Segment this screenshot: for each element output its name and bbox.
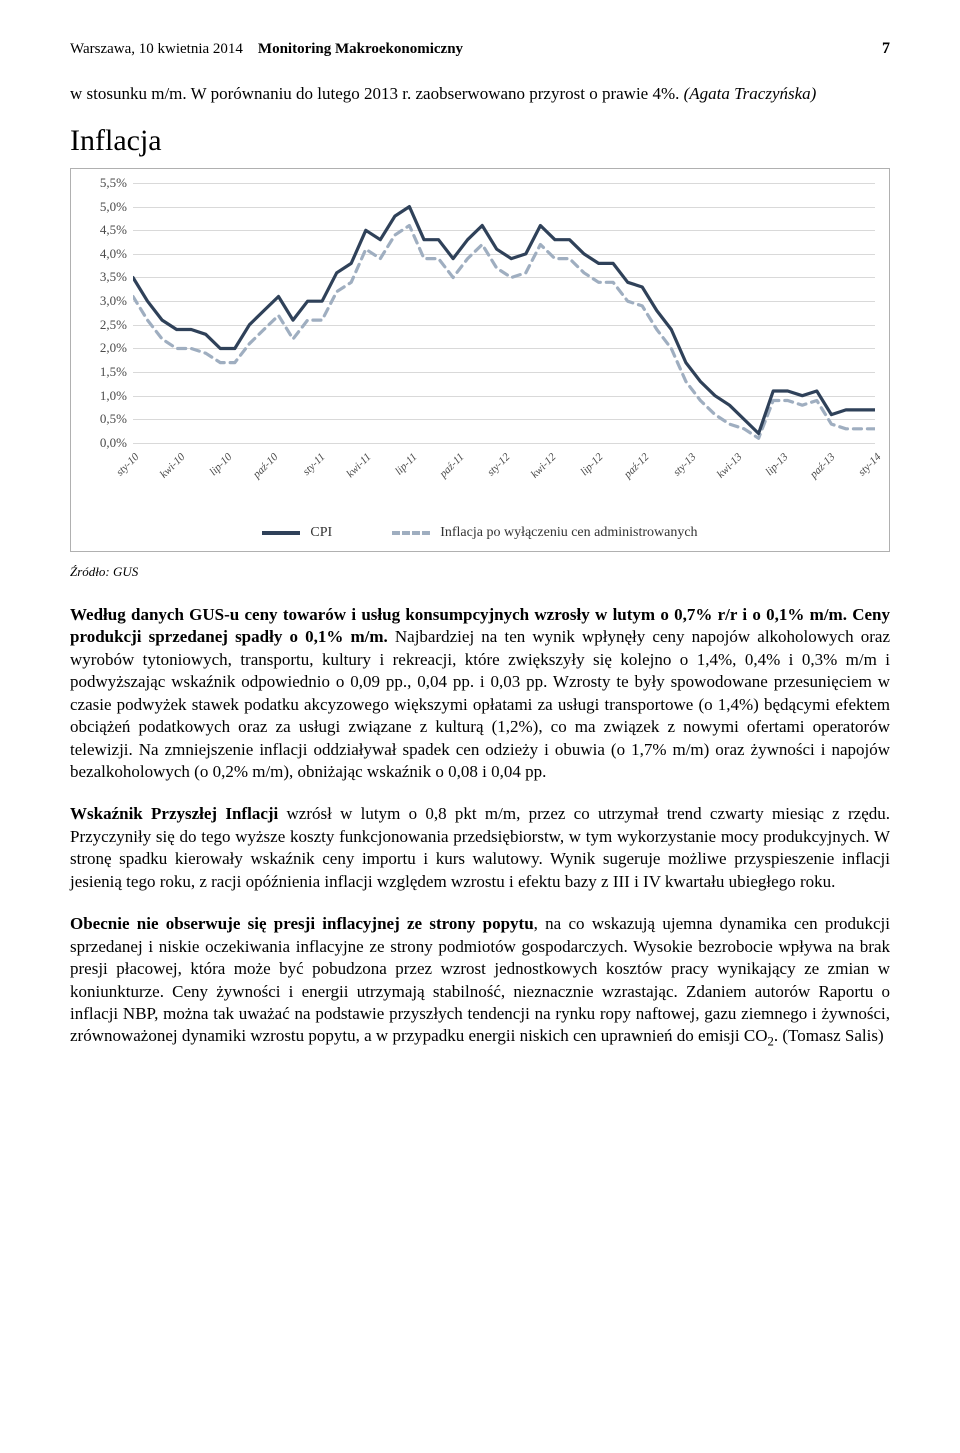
paragraph-2: Wskaźnik Przyszłej Inflacji wzrósł w lut…: [70, 803, 890, 893]
page-number: 7: [882, 40, 890, 58]
para3-mid: , na co wskazują ujemna dynamika cen pro…: [70, 914, 890, 1045]
legend-line-solid-icon: [262, 531, 300, 535]
x-tick-label: kwi-12: [529, 451, 559, 481]
y-tick-label: 4,5%: [100, 222, 127, 238]
legend-label-cpi: CPI: [310, 525, 332, 541]
legend-item-exadmin: Inflacja po wyłączeniu cen administrowan…: [392, 525, 697, 541]
paragraph-1: Według danych GUS-u ceny towarów i usług…: [70, 604, 890, 784]
chart-legend: CPI Inflacja po wyłączeniu cen administr…: [83, 525, 877, 541]
header-title: Monitoring Makroekonomiczny: [258, 41, 463, 57]
x-tick-label: paź-12: [622, 451, 652, 481]
x-tick-label: paź-10: [251, 451, 281, 481]
y-tick-label: 1,5%: [100, 364, 127, 380]
y-tick-label: 5,5%: [100, 175, 127, 191]
x-axis: sty-10kwi-10lip-10paź-10sty-11kwi-11lip-…: [133, 445, 875, 483]
x-tick-label: lip-11: [393, 451, 419, 477]
x-tick-label: lip-13: [764, 451, 791, 478]
y-tick-label: 4,0%: [100, 246, 127, 262]
x-tick-label: sty-10: [114, 451, 141, 478]
chart-area: 0,0% 0,5% 1,0% 1,5% 2,0% 2,5% 3,0% 3,5% 4,0% 4,5%…: [85, 183, 875, 483]
legend-label-exadmin: Inflacja po wyłączeniu cen administrowan…: [440, 525, 697, 541]
y-tick-label: 0,0%: [100, 435, 127, 451]
x-tick-label: kwi-13: [715, 451, 745, 481]
para3-end: . (Tomasz Salis): [774, 1026, 884, 1045]
y-axis: 0,0%0,5%1,0%1,5%2,0%2,5%3,0%3,5%4,0%4,5%…: [85, 183, 133, 443]
x-tick-label: sty-14: [856, 451, 883, 478]
lead-text: w stosunku m/m. W porównaniu do lutego 2…: [70, 84, 684, 103]
gridline: [133, 443, 875, 444]
x-tick-label: sty-12: [485, 451, 512, 478]
y-tick-label: 2,5%: [100, 317, 127, 333]
plot-area: [133, 183, 875, 443]
header-date: Warszawa, 10 kwietnia 2014: [70, 41, 243, 57]
chart-source: Źródło: GUS: [70, 564, 890, 580]
y-tick-label: 2,0%: [100, 340, 127, 356]
chart-svg: [133, 183, 875, 443]
x-tick-label: sty-11: [300, 451, 327, 478]
para2-bold: Wskaźnik Przyszłej Inflacji: [70, 804, 278, 823]
x-tick-label: lip-10: [207, 451, 234, 478]
page-header: Warszawa, 10 kwietnia 2014 Monitoring Ma…: [70, 40, 890, 58]
x-tick-label: paź-13: [807, 451, 837, 481]
x-tick-label: lip-12: [578, 451, 605, 478]
legend-line-dashed-icon: [392, 531, 430, 535]
x-tick-label: paź-11: [437, 451, 466, 480]
y-tick-label: 0,5%: [100, 411, 127, 427]
header-left: Warszawa, 10 kwietnia 2014 Monitoring Ma…: [70, 41, 463, 58]
y-tick-label: 1,0%: [100, 388, 127, 404]
y-tick-label: 5,0%: [100, 199, 127, 215]
x-tick-label: kwi-10: [158, 451, 188, 481]
y-tick-label: 3,0%: [100, 293, 127, 309]
para3-bold: Obecnie nie obserwuje się presji inflacy…: [70, 914, 534, 933]
section-title: Inflacja: [70, 124, 890, 158]
inflation-chart: 0,0% 0,5% 1,0% 1,5% 2,0% 2,5% 3,0% 3,5% 4,0% 4,5%…: [70, 168, 890, 552]
legend-item-cpi: CPI: [262, 525, 332, 541]
y-tick-label: 3,5%: [100, 269, 127, 285]
x-tick-label: kwi-11: [344, 451, 373, 480]
x-tick-label: sty-13: [670, 451, 697, 478]
lead-author: (Agata Traczyńska): [684, 84, 817, 103]
series-line: [133, 207, 875, 434]
paragraph-3: Obecnie nie obserwuje się presji inflacy…: [70, 913, 890, 1050]
para1-rest: Najbardziej na ten wynik wpłynęły ceny n…: [70, 627, 890, 781]
lead-paragraph: w stosunku m/m. W porównaniu do lutego 2…: [70, 83, 890, 106]
